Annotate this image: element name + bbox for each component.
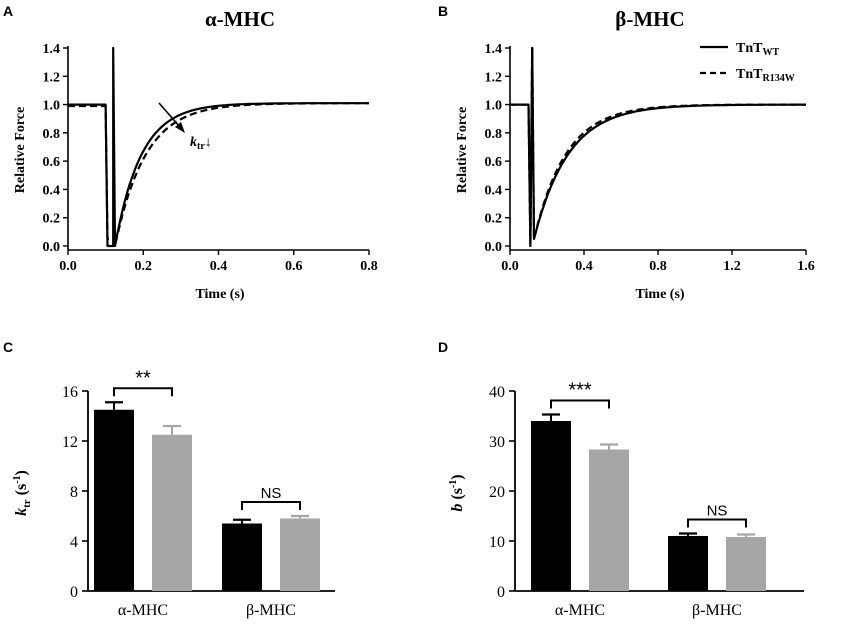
- panel-a-series-0: [68, 46, 369, 248]
- panel-a-ylabel: Relative Force: [13, 107, 28, 193]
- panel-d-xtick-label: β-MHC: [692, 602, 742, 619]
- panel-a-ytick-label: 0.2: [43, 212, 61, 227]
- legend: TnTWT TnTR134W: [700, 41, 795, 84]
- panel-b-ytick-label: 1.0: [485, 99, 503, 114]
- panel-d-ytick-label: 10: [489, 534, 505, 551]
- panel-a-xtick-label: 0.6: [285, 259, 303, 274]
- panel-d-bar-1-1: [726, 537, 766, 591]
- panel-d-sig-bracket: [550, 399, 610, 409]
- panel-c-bar-1-0: [222, 523, 262, 591]
- panel-d-bar-0-0: [531, 421, 571, 591]
- panel-c-bar-0-1: [152, 434, 192, 591]
- ktr-arrow-head: [175, 122, 185, 133]
- panel-b-ylabel: Relative Force: [455, 107, 470, 193]
- panel-a-xlabel: Time (s): [195, 287, 244, 302]
- panel-label-b: B: [438, 3, 448, 19]
- panel-b-ytick-label: 0.4: [485, 183, 503, 198]
- ktr-label: ktr↓: [190, 135, 212, 152]
- panel-b-xlabel: Time (s): [635, 287, 684, 302]
- panel-label-d: D: [438, 339, 448, 355]
- panel-d-ytick-label: 0: [497, 584, 505, 601]
- panel-c-ytick-label: 4: [70, 534, 78, 551]
- panel-b-ytick-label: 1.4: [485, 42, 503, 57]
- panel-c-bar-0-0: [94, 409, 134, 591]
- panel-b-line-chart: 0.0 0.2 0.4 0.6 0.8 1.0 1.2 1.4 0.0 0.4 0.8 1.2 1.6: [485, 42, 815, 274]
- panel-d-xtick-label: α-MHC: [555, 602, 605, 619]
- panel-c-ytick-label: 12: [62, 434, 78, 451]
- panel-d-ytick-label: 40: [489, 384, 505, 401]
- panel-c-bar-1-1: [280, 518, 320, 591]
- ktr-arrow-shaft: [158, 102, 181, 128]
- panel-a-xtick-label: 0.2: [135, 259, 153, 274]
- panel-c-xtick-label: β-MHC: [246, 602, 296, 619]
- panel-d-sig-label: ***: [568, 380, 592, 402]
- panel-b-ytick-label: 0.0: [485, 240, 503, 255]
- panel-label-a: A: [3, 3, 13, 19]
- panel-c-xtick-label: α-MHC: [118, 602, 168, 619]
- panel-c-ylabel: ktr (s-1): [12, 470, 33, 516]
- panel-c-ytick-label: 16: [62, 384, 78, 401]
- panel-a-ytick-label: 1.0: [43, 99, 61, 114]
- panel-a-ytick-label: 0.6: [43, 155, 61, 170]
- panel-c-sig-bracket: [113, 387, 173, 397]
- panel-c-sig-bracket: [241, 501, 301, 510]
- legend-label-mut: TnTR134W: [736, 67, 795, 84]
- panel-a-series-1: [68, 102, 369, 248]
- panel-b-series-1: [510, 46, 806, 248]
- panel-c-sig-label: NS: [261, 485, 282, 502]
- panel-a-ytick-label: 0.4: [43, 183, 61, 198]
- panel-b-title: β-MHC: [615, 7, 684, 31]
- panel-b-xtick-label: 0.8: [649, 259, 667, 274]
- panel-c-ytick-label: 8: [70, 484, 78, 501]
- panel-a-ytick-label: 0.0: [43, 240, 61, 255]
- panel-c-sig-label: **: [135, 367, 151, 389]
- panel-b-xtick-label: 1.6: [797, 259, 815, 274]
- panel-b-xtick-label: 0.4: [575, 259, 593, 274]
- panel-c-ytick-label: 0: [70, 584, 78, 601]
- panel-d-sig-label: NS: [707, 503, 728, 520]
- panel-b-ytick-label: 0.8: [485, 127, 503, 142]
- panel-a-title: α-MHC: [205, 7, 275, 31]
- panel-d-bar-1-0: [668, 536, 708, 591]
- panel-d-ytick-label: 30: [489, 434, 505, 451]
- panel-a-xtick-label: 0.8: [360, 259, 378, 274]
- panel-b-xtick-label: 1.2: [723, 259, 741, 274]
- legend-label-wt: TnTWT: [736, 41, 779, 58]
- panel-label-c: C: [3, 339, 13, 355]
- panel-a-line-chart: 0.0 0.2 0.4 0.6 0.8 1.0 1.2 1.4 0.0 0.2 0.4 0.6 0.8: [43, 42, 378, 274]
- panel-a-ytick-label: 1.4: [43, 42, 61, 57]
- panel-b-ytick-label: 1.2: [485, 70, 503, 85]
- panel-b-ytick-label: 0.6: [485, 155, 503, 170]
- panel-d-sig-bracket: [687, 518, 747, 528]
- panel-d-ylabel: b (s-1): [448, 474, 466, 511]
- panel-a-ytick-label: 0.8: [43, 127, 61, 142]
- panel-b-xtick-label: 0.0: [501, 259, 519, 274]
- panel-d-bar-chart: 0 10 20 30 40 *** α-MHC NS β-MHC: [489, 380, 804, 619]
- panel-b-ytick-label: 0.2: [485, 212, 503, 227]
- panel-c-bar-chart: 0 4 8 12 16 ** α-MHC NS β-MHC: [62, 367, 335, 619]
- panel-d-bar-0-1: [589, 449, 629, 591]
- panel-d-ytick-label: 20: [489, 484, 505, 501]
- panel-a-xtick-label: 0.4: [210, 259, 228, 274]
- panel-a-ytick-label: 1.2: [43, 70, 61, 85]
- panel-a-xtick-label: 0.0: [59, 259, 77, 274]
